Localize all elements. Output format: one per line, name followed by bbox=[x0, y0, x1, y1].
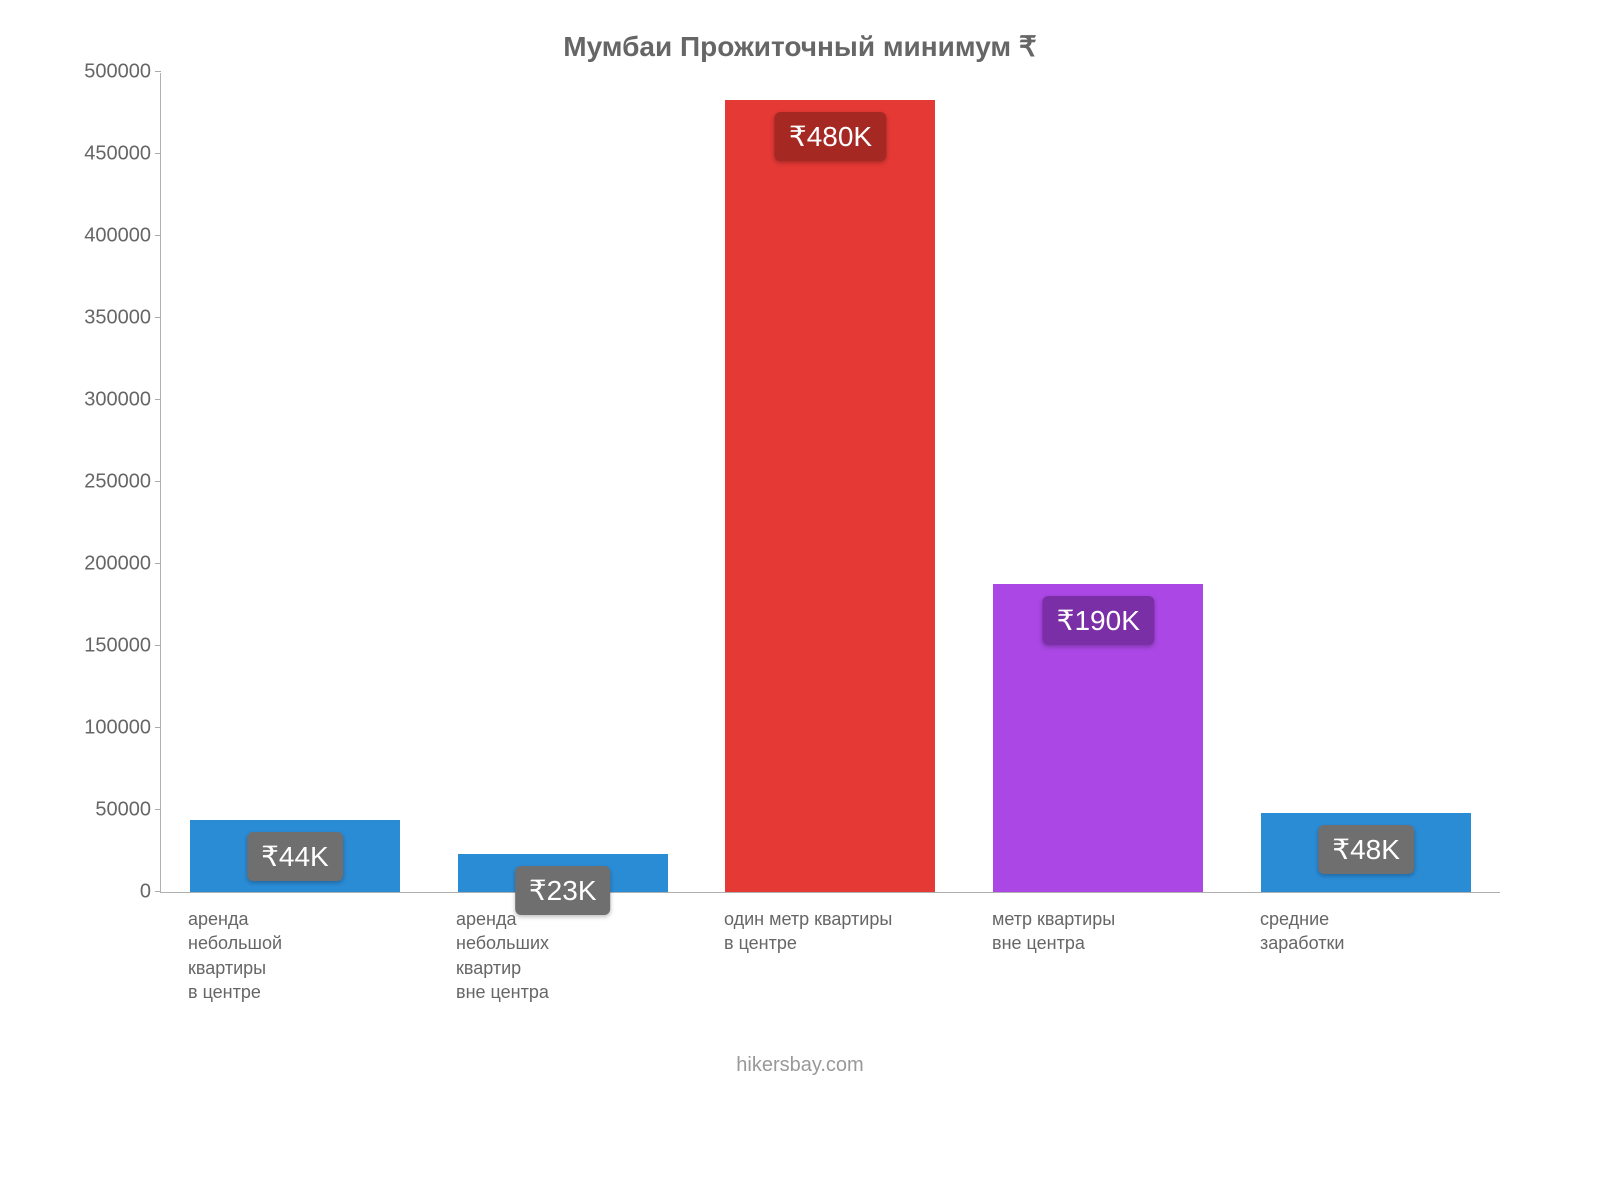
y-tick-mark bbox=[155, 809, 161, 810]
y-tick-label: 150000 bbox=[61, 635, 151, 658]
x-axis-label-line: в центре bbox=[188, 980, 418, 1004]
x-axis-label-line: квартиры bbox=[188, 956, 418, 980]
x-axis-label-line: квартир bbox=[456, 956, 686, 980]
x-axis-label-line: метр квартиры bbox=[992, 907, 1222, 931]
y-tick-label: 350000 bbox=[61, 307, 151, 330]
y-tick-label: 50000 bbox=[61, 799, 151, 822]
y-tick-label: 0 bbox=[61, 881, 151, 904]
bar: ₹44K bbox=[190, 820, 400, 892]
bar-value-label: ₹480K bbox=[775, 112, 886, 161]
bar: ₹23K bbox=[458, 854, 668, 892]
x-axis-label: метр квартирывне центра bbox=[964, 893, 1232, 1004]
x-axis-label-line: средние bbox=[1260, 907, 1490, 931]
y-tick-mark bbox=[155, 399, 161, 400]
y-tick-mark bbox=[155, 645, 161, 646]
y-tick-label: 400000 bbox=[61, 225, 151, 248]
bar: ₹48K bbox=[1261, 813, 1471, 892]
bar-slot: ₹190K bbox=[964, 73, 1232, 892]
y-tick-mark bbox=[155, 891, 161, 892]
bar-slot: ₹23K bbox=[429, 73, 697, 892]
bar-slot: ₹48K bbox=[1232, 73, 1500, 892]
bars-row: ₹44K ₹23K ₹480K ₹190K ₹48K bbox=[161, 73, 1500, 892]
y-tick-mark bbox=[155, 481, 161, 482]
y-tick-mark bbox=[155, 235, 161, 236]
bar: ₹480K bbox=[725, 100, 935, 892]
y-tick-mark bbox=[155, 727, 161, 728]
x-axis-label-line: вне центра bbox=[456, 980, 686, 1004]
y-tick-label: 300000 bbox=[61, 389, 151, 412]
bar-value-label: ₹190K bbox=[1043, 596, 1154, 645]
x-axis-label-line: небольших bbox=[456, 931, 686, 955]
x-axis-label: аренданебольшойквартирыв центре bbox=[160, 893, 428, 1004]
y-tick-label: 100000 bbox=[61, 717, 151, 740]
x-axis-label-line: вне центра bbox=[992, 931, 1222, 955]
x-axis-label-line: в центре bbox=[724, 931, 954, 955]
bar-value-label: ₹44K bbox=[247, 832, 343, 881]
x-axis-label: один метр квартирыв центре bbox=[696, 893, 964, 1004]
x-axis-label-line: один метр квартиры bbox=[724, 907, 954, 931]
x-axis-label-line: аренда bbox=[188, 907, 418, 931]
chart-container: Мумбаи Прожиточный минимум ₹ ₹44K ₹23K ₹48… bbox=[0, 0, 1600, 1200]
bar-slot: ₹480K bbox=[697, 73, 965, 892]
y-tick-mark bbox=[155, 153, 161, 154]
chart-title: Мумбаи Прожиточный минимум ₹ bbox=[60, 30, 1540, 63]
plot-area: ₹44K₹23K₹480K₹190K₹48K 05000010000015000… bbox=[160, 73, 1500, 893]
x-axis-label-line: небольшой bbox=[188, 931, 418, 955]
y-tick-mark bbox=[155, 71, 161, 72]
x-axis-labels: аренданебольшойквартирыв центреаренданеб… bbox=[160, 893, 1500, 1004]
y-tick-mark bbox=[155, 563, 161, 564]
y-tick-label: 450000 bbox=[61, 143, 151, 166]
x-axis-label-line: заработки bbox=[1260, 931, 1490, 955]
y-tick-mark bbox=[155, 317, 161, 318]
bar-value-label: ₹48K bbox=[1318, 825, 1414, 874]
y-tick-label: 200000 bbox=[61, 553, 151, 576]
source-text: hikersbay.com bbox=[60, 1054, 1540, 1077]
y-tick-label: 500000 bbox=[61, 61, 151, 84]
y-tick-label: 250000 bbox=[61, 471, 151, 494]
x-axis-label: средниезаработки bbox=[1232, 893, 1500, 1004]
bar-value-label: ₹23K bbox=[515, 866, 611, 915]
bar: ₹190K bbox=[993, 584, 1203, 892]
bar-slot: ₹44K bbox=[161, 73, 429, 892]
